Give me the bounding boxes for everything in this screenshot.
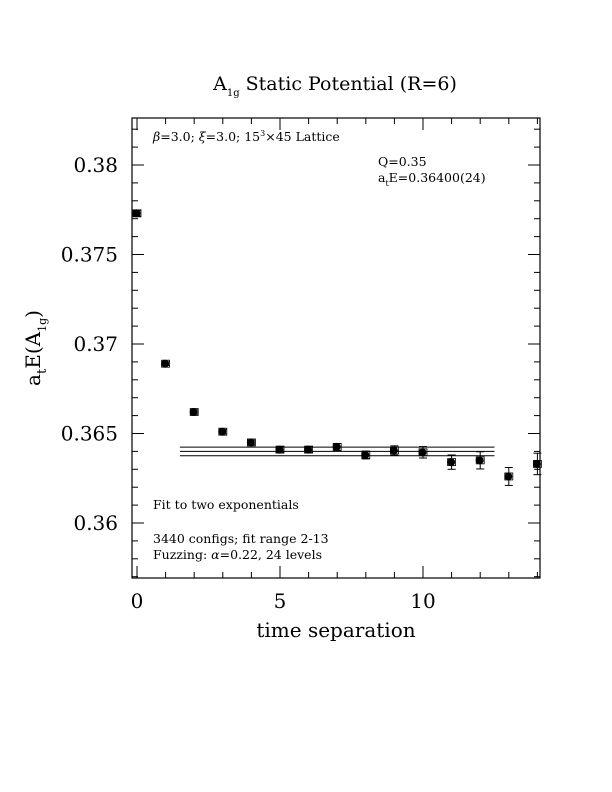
y-tick-label: 0.375 — [61, 243, 118, 267]
data-point — [447, 454, 457, 470]
y-tick-label: 0.38 — [73, 153, 118, 177]
data-point — [389, 445, 399, 456]
data-point — [189, 408, 199, 417]
lattice-annotation: β=3.0; ξ=3.0; 153×45 Lattice — [152, 129, 340, 144]
data-point — [418, 446, 428, 459]
y-tick-label: 0.37 — [73, 332, 118, 356]
fit-description: Fit to two exponentials — [153, 497, 299, 512]
plot-frame — [131, 117, 541, 579]
q-annotation: Q=0.35 — [378, 154, 427, 169]
x-tick-label: 5 — [274, 589, 287, 613]
data-point — [218, 427, 228, 436]
data-point — [246, 438, 256, 447]
data-point — [504, 467, 514, 486]
configs-annotation: 3440 configs; fit range 2-13 — [153, 531, 329, 546]
data-point — [332, 442, 342, 451]
data-point — [132, 209, 142, 218]
energy-annotation: atE=0.36400(24) — [378, 170, 486, 188]
x-tick-label: 10 — [410, 589, 435, 613]
data-point — [475, 451, 485, 470]
data-point — [304, 445, 314, 454]
x-tick-label: 0 — [131, 589, 144, 613]
data-point — [532, 452, 542, 476]
data-point — [361, 450, 371, 460]
data-points — [132, 209, 542, 486]
axis-ticks — [132, 118, 540, 578]
data-point — [161, 359, 171, 368]
fuzzing-annotation: Fuzzing: α=0.22, 24 levels — [153, 547, 322, 562]
data-point — [275, 445, 285, 454]
tick-labels: 0 5 10 0.36 0.365 0.37 0.375 0.38 — [61, 153, 436, 613]
chart-title: A1g Static Potential (R=6) — [212, 73, 457, 99]
x-axis-label: time separation — [256, 618, 415, 642]
y-tick-label: 0.365 — [61, 422, 118, 446]
y-tick-label: 0.36 — [73, 511, 118, 535]
y-axis-label: atE(A1g) — [21, 310, 50, 386]
